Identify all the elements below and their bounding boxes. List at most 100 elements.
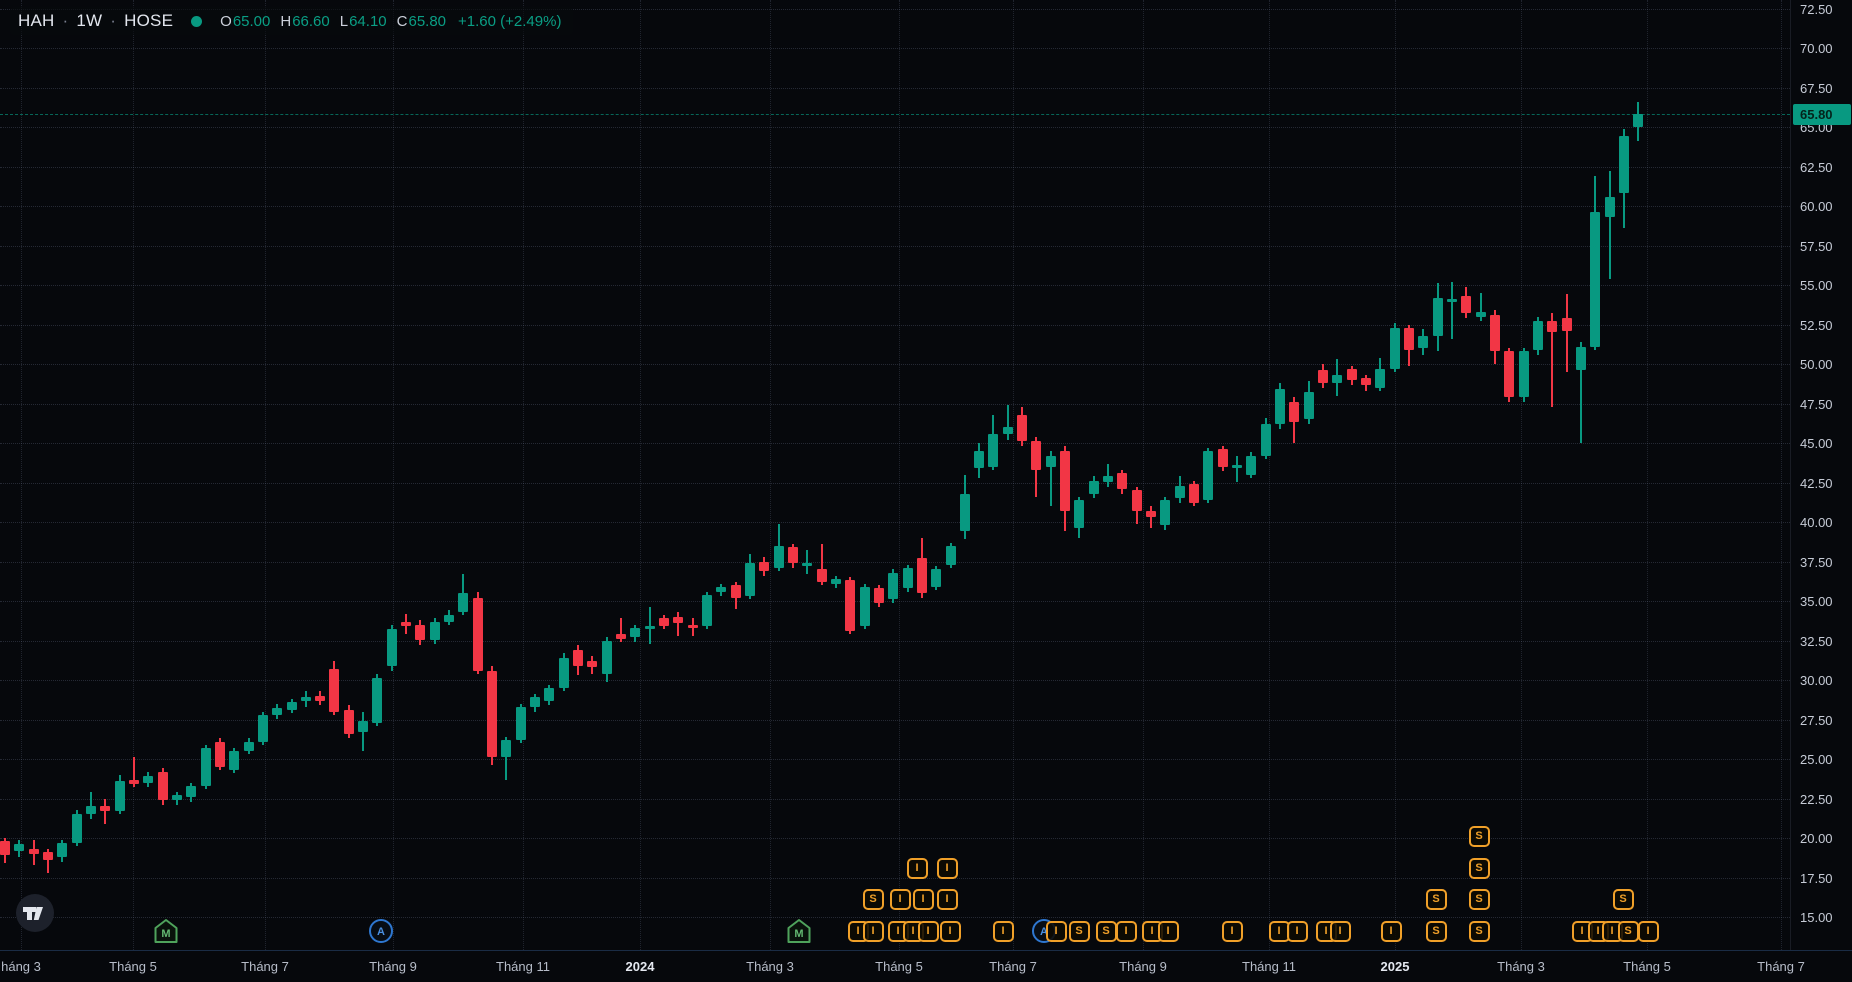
v-gridline — [265, 0, 266, 950]
candle-wick — [1049, 450, 1052, 507]
candle — [343, 710, 354, 734]
candle — [544, 687, 555, 701]
price-tick-label: 25.00 — [1800, 752, 1833, 767]
price-tick-label: 47.50 — [1800, 396, 1833, 412]
price-tick-label: 37.50 — [1800, 554, 1833, 570]
event-marker-i[interactable]: I — [1115, 920, 1137, 942]
event-marker-i[interactable]: I — [1571, 920, 1593, 942]
pentagon-event-marker[interactable]: M — [153, 918, 179, 944]
candle — [57, 842, 68, 857]
event-marker-s[interactable]: S — [1617, 920, 1639, 942]
price-tick-label: 35.00 — [1800, 594, 1833, 609]
candle — [1418, 335, 1429, 349]
event-marker-i[interactable]: I — [992, 920, 1014, 942]
candle — [1432, 297, 1443, 336]
event-marker-i[interactable]: I — [1380, 920, 1402, 942]
event-marker-i[interactable]: I — [906, 857, 928, 879]
v-gridline — [133, 0, 134, 950]
time-tick-label: Tháng 11 — [1242, 959, 1296, 974]
candle — [1232, 465, 1243, 469]
price-axis[interactable]: 72.50 70.00 67.50 65.00 62.50 60.00 57.50 55.00… — [1790, 0, 1852, 950]
price-tick-label: 55.00 — [1800, 278, 1833, 293]
h-gridline — [0, 245, 1790, 247]
event-marker-i[interactable]: I — [889, 889, 911, 910]
h-gridline — [0, 48, 1790, 49]
candle-wick — [1579, 341, 1582, 443]
event-marker-i[interactable]: I — [1141, 920, 1163, 942]
event-marker-i[interactable]: I — [936, 857, 958, 879]
event-marker-s[interactable]: S — [1425, 920, 1447, 942]
h-gridline — [0, 917, 1790, 918]
interval-label[interactable]: 1W — [76, 11, 103, 30]
candle — [658, 618, 669, 627]
event-marker-i[interactable]: I — [862, 920, 884, 942]
event-marker-s[interactable]: S — [1612, 889, 1634, 910]
candle — [1088, 480, 1099, 494]
tradingview-logo[interactable] — [15, 893, 55, 933]
event-marker-i[interactable]: I — [1045, 920, 1067, 942]
low-label: L — [339, 12, 349, 30]
event-marker-s[interactable]: S — [1095, 920, 1117, 942]
candle — [1403, 327, 1414, 350]
price-tick-label: 30.00 — [1800, 673, 1833, 688]
event-marker-i[interactable]: I — [1637, 920, 1659, 942]
candle — [243, 741, 254, 752]
event-marker-s[interactable]: S — [1468, 857, 1490, 879]
candle-wick — [132, 757, 135, 788]
h-gridline — [0, 403, 1790, 405]
event-marker-i[interactable]: I — [1329, 920, 1351, 942]
event-marker-s[interactable]: S — [1468, 826, 1490, 847]
price-tick-label: 52.50 — [1800, 317, 1833, 333]
candle-wick — [89, 792, 92, 820]
price-tick-label: 27.50 — [1800, 712, 1833, 728]
candle — [100, 806, 111, 812]
event-marker-i[interactable]: I — [917, 920, 939, 942]
candle — [816, 569, 827, 583]
candle — [601, 640, 612, 674]
event-marker-s[interactable]: S — [1468, 889, 1490, 910]
candle — [1174, 485, 1185, 499]
event-marker-i[interactable]: I — [1157, 920, 1179, 942]
event-marker-i[interactable]: I — [936, 889, 958, 910]
separator-dot: · — [62, 11, 69, 30]
circle-event-marker[interactable]: A — [368, 918, 394, 944]
candle-wick — [677, 612, 680, 636]
candle — [1618, 136, 1629, 194]
h-gridline — [0, 364, 1790, 365]
candle — [157, 771, 168, 801]
event-marker-i[interactable]: I — [912, 889, 934, 910]
open-label: O — [220, 12, 232, 30]
candle — [114, 781, 125, 812]
time-axis[interactable]: háng 3 Tháng 5 Tháng 7 Tháng 9 Tháng 11 2024 T… — [0, 950, 1852, 982]
event-marker-i[interactable]: I — [939, 920, 961, 942]
price-tick-label: 50.00 — [1800, 357, 1833, 372]
time-tick-label: Tháng 5 — [875, 959, 923, 974]
v-gridline — [1013, 0, 1014, 950]
candle-wick — [1551, 313, 1554, 407]
event-marker-s[interactable]: S — [1068, 920, 1090, 942]
candle — [558, 657, 569, 688]
candle — [1590, 212, 1601, 347]
event-marker-s[interactable]: S — [1425, 889, 1447, 910]
price-tick-label: 70.00 — [1800, 41, 1833, 56]
symbol-name[interactable]: HAH — [18, 11, 55, 30]
candle — [1375, 368, 1386, 388]
candle — [616, 634, 627, 639]
candle — [444, 615, 455, 622]
svg-text:A: A — [1040, 926, 1048, 938]
event-marker-s[interactable]: S — [1468, 920, 1490, 942]
pentagon-event-marker[interactable]: M — [786, 918, 812, 944]
symbol-title[interactable]: HAH · 1W · HOSE — [18, 11, 173, 31]
h-gridline — [0, 206, 1790, 207]
h-gridline — [0, 877, 1790, 879]
event-marker-i[interactable]: I — [1286, 920, 1308, 942]
candle — [701, 594, 712, 627]
event-marker-s[interactable]: S — [862, 889, 884, 910]
event-marker-i[interactable]: I — [1221, 920, 1243, 942]
h-gridline — [0, 522, 1790, 523]
candle-wick — [820, 544, 823, 586]
v-gridline — [899, 0, 900, 950]
high-value: 66.60 — [292, 12, 330, 30]
